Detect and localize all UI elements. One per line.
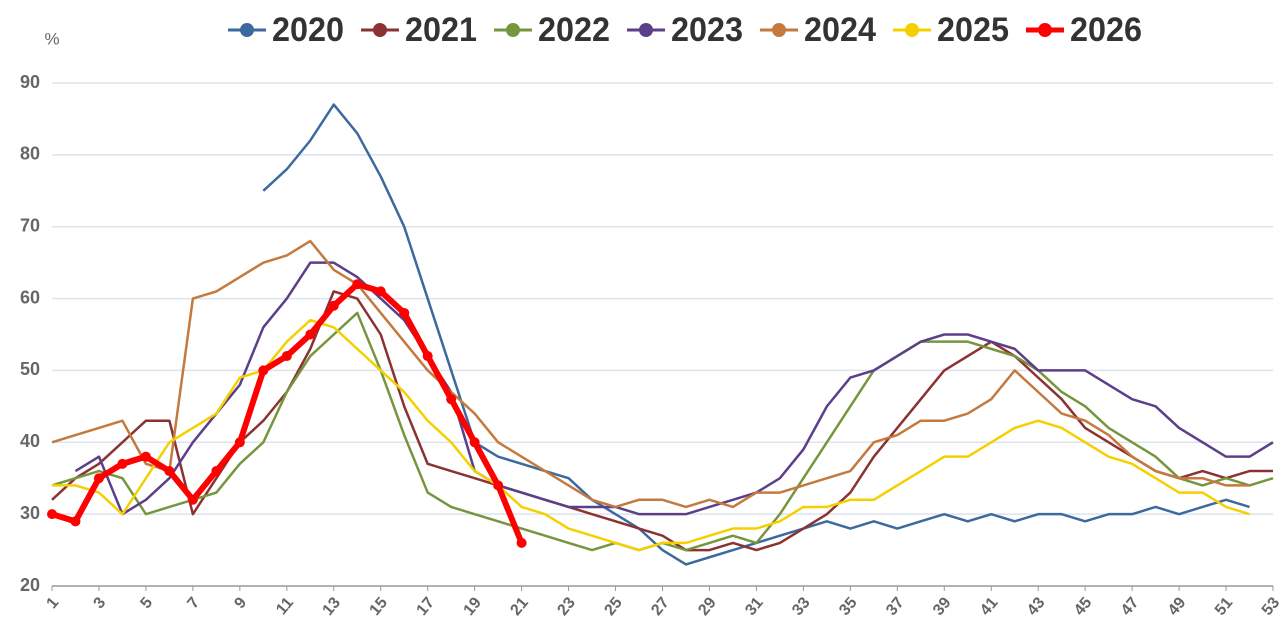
point bbox=[352, 279, 363, 290]
x-tick-label: 31 bbox=[742, 594, 767, 619]
x-tick-label: 39 bbox=[930, 594, 955, 619]
series-line bbox=[74, 261, 1274, 516]
point bbox=[493, 480, 504, 491]
point bbox=[516, 537, 527, 548]
x-tick-label: 53 bbox=[1259, 594, 1279, 619]
legend-item: 2023 bbox=[627, 11, 743, 49]
legend-marker bbox=[240, 23, 254, 37]
point bbox=[211, 466, 222, 477]
legend-label: 2026 bbox=[1070, 11, 1142, 49]
series-line bbox=[262, 103, 1250, 566]
legend-item: 2024 bbox=[760, 11, 876, 49]
legend-item: 2026 bbox=[1026, 11, 1142, 49]
legend-label: 2024 bbox=[804, 11, 876, 49]
x-tick-label: 7 bbox=[184, 594, 203, 612]
legend-marker bbox=[1038, 23, 1052, 37]
point bbox=[117, 458, 128, 469]
x-tick-label: 47 bbox=[1118, 594, 1143, 619]
point bbox=[234, 437, 245, 448]
series-line bbox=[51, 281, 525, 545]
legend-marker bbox=[639, 23, 653, 37]
x-tick-label: 3 bbox=[91, 594, 110, 612]
point bbox=[375, 286, 386, 297]
point bbox=[93, 473, 104, 484]
x-tick-label: 51 bbox=[1212, 594, 1237, 619]
series-line bbox=[52, 318, 1250, 552]
point bbox=[70, 516, 81, 527]
x-tick-label: 27 bbox=[648, 594, 673, 619]
point bbox=[446, 394, 457, 405]
point bbox=[164, 466, 175, 477]
x-tick-label: 1 bbox=[44, 594, 63, 612]
point bbox=[140, 451, 151, 462]
y-tick-label: 20 bbox=[20, 575, 40, 595]
x-tick-label: 19 bbox=[460, 594, 485, 619]
point bbox=[305, 329, 316, 340]
point bbox=[258, 365, 269, 376]
point bbox=[399, 307, 410, 318]
y-tick-label: 60 bbox=[20, 287, 40, 307]
x-tick-label: 21 bbox=[507, 594, 532, 619]
legend-label: 2020 bbox=[272, 11, 344, 49]
series-line bbox=[51, 290, 1273, 552]
legend-marker bbox=[772, 23, 786, 37]
y-tick-label: 70 bbox=[20, 215, 40, 235]
x-tick-label: 29 bbox=[695, 594, 720, 619]
y-tick-label: 80 bbox=[20, 144, 40, 164]
x-tick-label: 33 bbox=[789, 594, 814, 619]
x-tick-label: 35 bbox=[836, 594, 861, 619]
x-tick-label: 45 bbox=[1071, 594, 1096, 619]
legend-item: 2020 bbox=[228, 11, 344, 49]
legend-label: 2025 bbox=[937, 11, 1009, 49]
x-tick-label: 43 bbox=[1024, 594, 1049, 619]
y-tick-label: 40 bbox=[20, 431, 40, 451]
x-tick-label: 11 bbox=[273, 594, 297, 618]
point bbox=[47, 509, 57, 520]
x-tick-label: 25 bbox=[601, 594, 626, 619]
legend-marker bbox=[373, 23, 387, 37]
legend-label: 2022 bbox=[538, 11, 610, 49]
x-tick-label: 15 bbox=[367, 594, 392, 619]
x-tick-label: 13 bbox=[320, 594, 345, 619]
point bbox=[422, 351, 433, 362]
point bbox=[328, 300, 339, 311]
x-tick-label: 37 bbox=[883, 594, 908, 619]
y-tick-label: 30 bbox=[20, 503, 40, 523]
y-tick-label: 90 bbox=[20, 72, 40, 92]
legend-label: 2021 bbox=[405, 11, 477, 49]
legend-item: 2022 bbox=[494, 11, 610, 49]
point bbox=[469, 437, 480, 448]
point bbox=[281, 351, 292, 362]
x-tick-label: 9 bbox=[231, 594, 250, 612]
x-tick-label: 41 bbox=[977, 594, 1002, 619]
legend-item: 2025 bbox=[893, 11, 1009, 49]
series-line bbox=[51, 239, 1250, 509]
legend-marker bbox=[905, 23, 919, 37]
point bbox=[187, 494, 198, 505]
x-tick-label: 23 bbox=[554, 594, 579, 619]
legend-label: 2023 bbox=[671, 11, 743, 49]
y-unit: % bbox=[44, 29, 59, 48]
x-tick-label: 17 bbox=[414, 594, 439, 619]
x-tick-label: 5 bbox=[137, 594, 156, 612]
x-tick-label: 49 bbox=[1165, 594, 1190, 619]
legend-marker bbox=[506, 23, 520, 37]
legend-item: 2021 bbox=[361, 11, 477, 49]
y-tick-label: 50 bbox=[20, 359, 40, 379]
